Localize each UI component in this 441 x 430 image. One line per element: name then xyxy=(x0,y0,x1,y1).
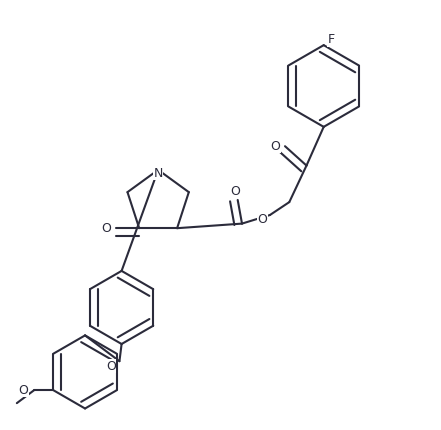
Text: O: O xyxy=(231,185,240,198)
Text: O: O xyxy=(101,222,111,235)
Text: N: N xyxy=(153,167,163,180)
Text: O: O xyxy=(257,213,267,226)
Text: O: O xyxy=(19,384,28,397)
Text: O: O xyxy=(271,140,280,153)
Text: O: O xyxy=(106,360,116,373)
Text: F: F xyxy=(328,34,335,46)
